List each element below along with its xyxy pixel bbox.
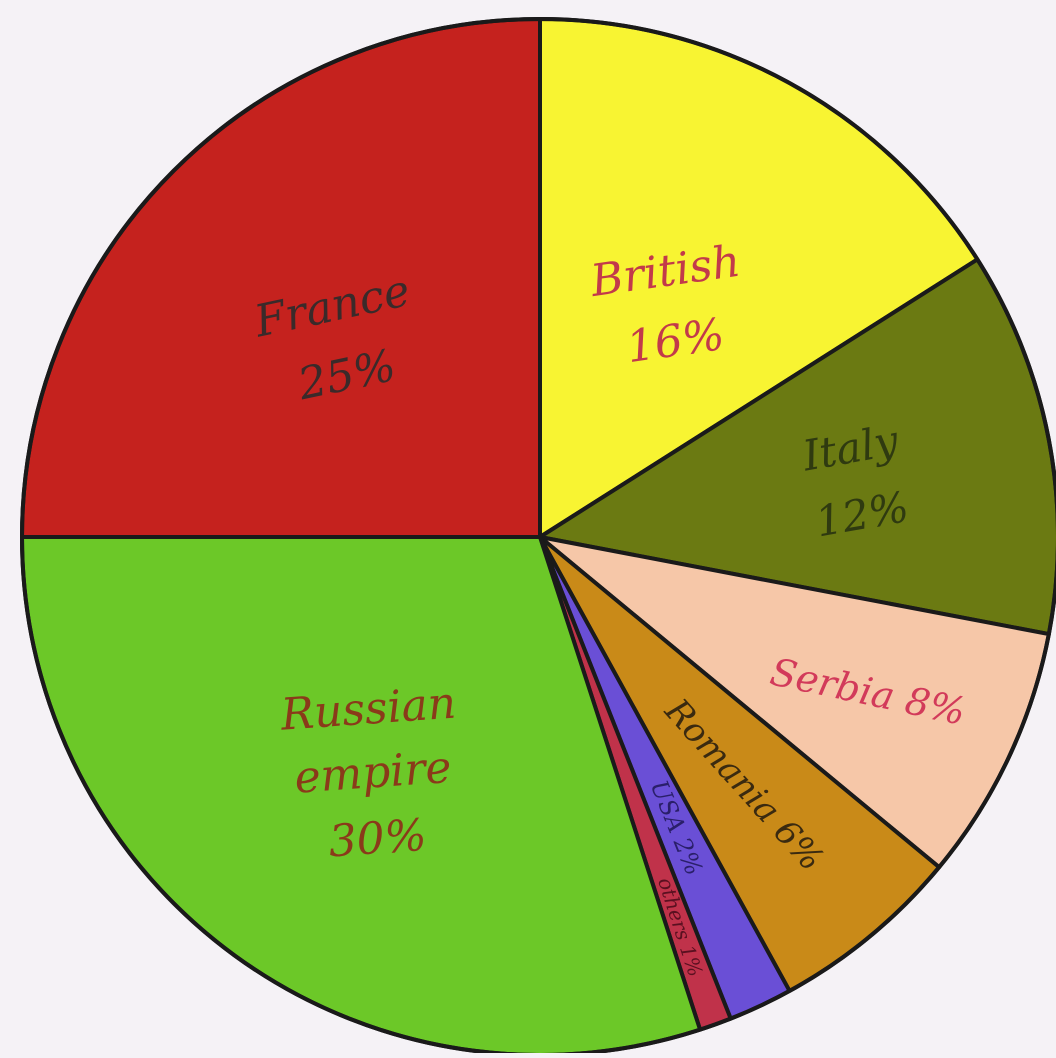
- slice-label-russian-empire-line1: Russian: [278, 678, 457, 741]
- slice-label-russian-empire-line2: empire: [293, 742, 453, 804]
- pie-slice-france: [20, 17, 542, 539]
- slices-layer: [20, 17, 1056, 1057]
- slice-value-russian-empire: 30%: [327, 810, 428, 868]
